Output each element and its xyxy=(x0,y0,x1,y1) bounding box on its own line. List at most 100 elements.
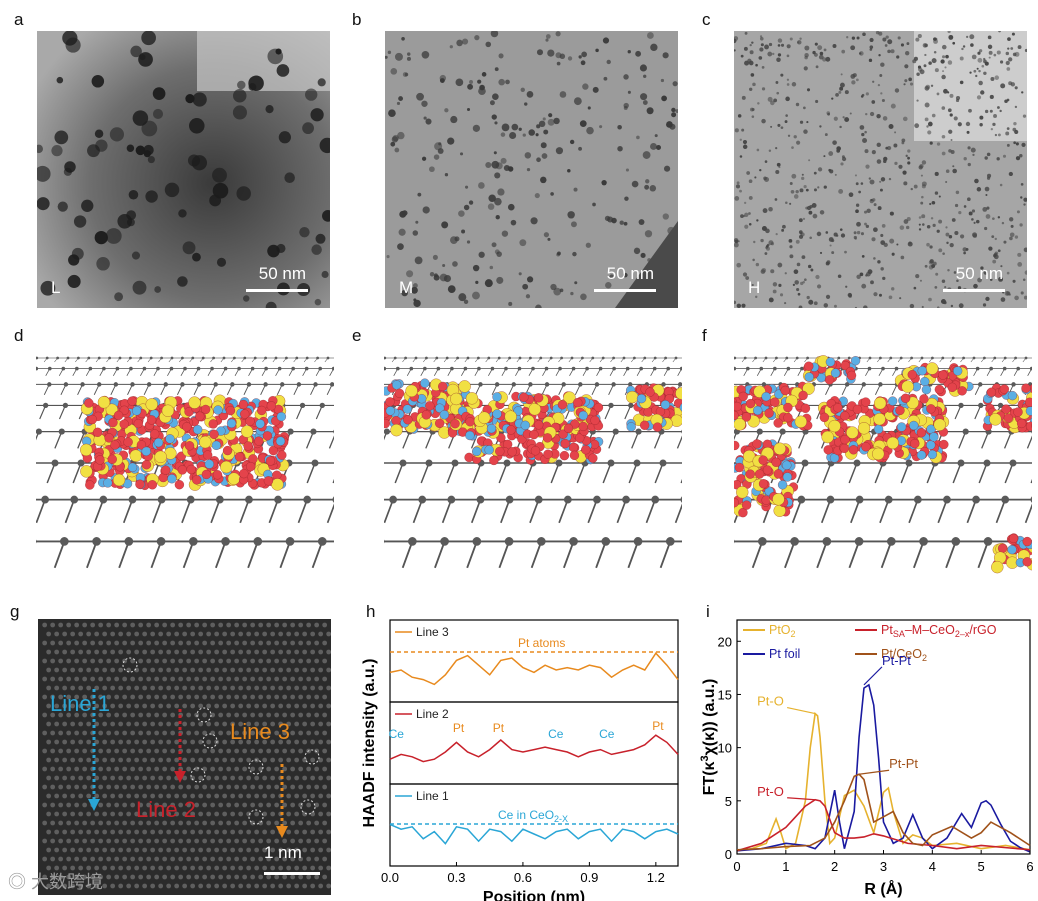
cluster-atom xyxy=(222,445,233,456)
lattice-atom xyxy=(198,667,204,673)
cluster-atom xyxy=(1016,418,1027,429)
lattice-atom xyxy=(194,784,200,790)
cluster-atom xyxy=(782,472,793,482)
nanoparticle xyxy=(760,238,764,243)
nanoparticle xyxy=(397,243,404,250)
lattice-atom xyxy=(166,811,172,817)
lattice-atom xyxy=(206,685,212,691)
nanoparticle xyxy=(994,133,998,137)
nanoparticle xyxy=(876,142,881,148)
nanoparticle xyxy=(734,128,739,133)
lattice-atom xyxy=(218,640,224,646)
lattice-atom xyxy=(62,685,68,691)
lattice-atom xyxy=(118,667,124,673)
lattice-atom xyxy=(182,721,188,727)
lattice-atom xyxy=(222,757,228,763)
nanoparticle xyxy=(770,100,775,106)
lattice-atom xyxy=(322,730,328,736)
nanoparticle xyxy=(775,81,779,84)
lattice-atom xyxy=(42,820,48,826)
lattice-atom xyxy=(198,631,204,637)
nanoparticle xyxy=(265,301,277,308)
lattice-atom xyxy=(158,667,164,673)
nanoparticle xyxy=(918,228,922,231)
nanoparticle xyxy=(975,74,978,78)
lattice-atom xyxy=(182,649,188,655)
lattice-atom xyxy=(298,676,304,682)
graphene-bond xyxy=(420,462,430,484)
lattice-atom xyxy=(138,856,144,862)
nanoparticle xyxy=(764,252,768,256)
carbon-atom xyxy=(651,495,660,504)
nanoparticle xyxy=(872,80,875,83)
model-medium-loading xyxy=(384,348,682,580)
carbon-atom xyxy=(156,366,160,371)
lattice-atom xyxy=(314,658,320,664)
nanoparticle xyxy=(880,267,884,271)
lattice-atom xyxy=(66,784,72,790)
lattice-atom xyxy=(242,766,248,772)
nanoparticle xyxy=(823,303,829,308)
carbon-atom xyxy=(384,366,387,371)
lattice-atom xyxy=(246,631,252,637)
lattice-atom xyxy=(318,649,324,655)
nanoparticle xyxy=(823,185,827,189)
carbon-atom xyxy=(1002,366,1007,371)
nanoparticle xyxy=(928,297,932,302)
nanoparticle xyxy=(452,261,458,267)
lattice-atom xyxy=(150,829,156,835)
cluster-atom xyxy=(901,380,914,393)
lattice-atom xyxy=(298,640,304,646)
graphene-bond xyxy=(848,541,860,569)
nanoparticle xyxy=(793,194,799,199)
lattice-atom xyxy=(222,739,228,745)
lattice-atom xyxy=(214,649,220,655)
carbon-atom xyxy=(674,356,678,360)
nanoparticle xyxy=(997,216,1001,219)
lattice-atom xyxy=(58,802,64,808)
lattice-atom xyxy=(314,676,320,682)
nanoparticle xyxy=(844,117,850,123)
nanoparticle xyxy=(848,294,852,298)
lattice-atom xyxy=(250,640,256,646)
lattice-atom xyxy=(186,856,192,862)
lattice-atom xyxy=(274,820,280,826)
nanoparticle xyxy=(786,78,790,81)
lattice-atom xyxy=(182,739,188,745)
cluster-atom xyxy=(907,370,917,380)
carbon-atom xyxy=(773,366,777,371)
nanoparticle xyxy=(865,224,870,229)
nanoparticle xyxy=(936,92,940,96)
lattice-atom xyxy=(50,712,56,718)
graphene-bond xyxy=(72,462,82,484)
nanoparticle xyxy=(795,239,800,244)
nanoparticle xyxy=(799,188,804,193)
nanoparticle xyxy=(756,148,760,152)
lattice-atom xyxy=(118,631,124,637)
carbon-atom xyxy=(253,537,263,546)
lattice-atom xyxy=(142,775,148,781)
nanoparticle xyxy=(284,172,295,183)
nanoparticle xyxy=(406,56,411,61)
lattice-atom xyxy=(190,739,196,745)
lattice-atom xyxy=(146,820,152,826)
lattice-atom xyxy=(318,757,324,763)
carbon-atom xyxy=(41,495,50,504)
lattice-atom xyxy=(50,676,56,682)
cluster-atom xyxy=(741,412,752,422)
nanoparticle xyxy=(770,125,773,128)
cluster-atom xyxy=(392,380,402,390)
lattice-atom xyxy=(210,856,216,862)
nanoparticle xyxy=(412,283,418,288)
nanoparticle xyxy=(567,211,575,219)
carbon-atom xyxy=(87,356,91,360)
nanoparticle xyxy=(478,251,485,258)
carbon-atom xyxy=(318,366,323,371)
lattice-atom xyxy=(50,820,56,826)
nanoparticle xyxy=(94,230,108,245)
carbon-atom xyxy=(734,356,737,360)
lattice-atom xyxy=(114,712,120,718)
lattice-atom xyxy=(66,802,72,808)
nanoparticle xyxy=(832,43,837,48)
cluster-atom xyxy=(263,476,274,486)
